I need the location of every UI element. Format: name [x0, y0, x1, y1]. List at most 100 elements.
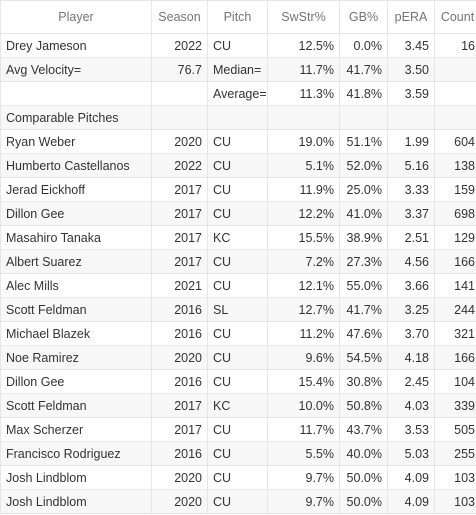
cell-count: 159 [434, 177, 476, 202]
table-row: Francisco Rodriguez 2016 CU 5.5% 40.0% 5.03 25… [0, 441, 476, 466]
cell-pera: 3.50 [387, 57, 435, 82]
summary-row: Drey Jameson 2022 CU 12.5% 0.0% 3.45 16 [0, 33, 476, 58]
cell-player [0, 81, 152, 106]
cell-season [151, 81, 208, 106]
table-row: Josh Lindblom 2020 CU 9.7% 50.0% 4.09 103 [0, 465, 476, 490]
cell-season: 2017 [151, 201, 208, 226]
table-row: Ryan Weber 2020 CU 19.0% 51.1% 1.99 604 [0, 129, 476, 154]
cell-count: 244 [434, 297, 476, 322]
cell-swstr: 12.5% [267, 33, 340, 58]
cell-player: Humberto Castellanos [0, 153, 152, 178]
table-row: Scott Feldman 2016 SL 12.7% 41.7% 3.25 244 [0, 297, 476, 322]
cell-season: 2022 [151, 33, 208, 58]
cell-player: Avg Velocity= [0, 57, 152, 82]
cell-pera: 4.56 [387, 249, 435, 274]
table-row: Humberto Castellanos 2022 CU 5.1% 52.0% 5.16 1… [0, 153, 476, 178]
cell-count: 166 [434, 249, 476, 274]
cell-gb: 30.8% [339, 369, 388, 394]
cell-swstr: 9.7% [267, 465, 340, 490]
cell-season: 2020 [151, 345, 208, 370]
column-header-pera[interactable]: pERA [387, 0, 435, 34]
summary-row: Avg Velocity= 76.7 Median= 11.7% 41.7% 3.50 [0, 57, 476, 82]
cell-player: Noe Ramirez [0, 345, 152, 370]
cell-player: Alec Mills [0, 273, 152, 298]
cell-swstr: 12.2% [267, 201, 340, 226]
cell-gb: 41.0% [339, 201, 388, 226]
cell-count: 505 [434, 417, 476, 442]
cell-season: 2017 [151, 225, 208, 250]
cell-season: 2017 [151, 417, 208, 442]
cell-season: 2016 [151, 441, 208, 466]
cell-pitch: CU [207, 129, 268, 154]
cell-pera [387, 105, 435, 130]
cell-swstr: 11.9% [267, 177, 340, 202]
column-header-count[interactable]: Count [434, 0, 476, 34]
cell-player: Dillon Gee [0, 201, 152, 226]
cell-count: 698 [434, 201, 476, 226]
cell-pera: 4.09 [387, 489, 435, 514]
cell-pitch: CU [207, 417, 268, 442]
cell-pitch: SL [207, 297, 268, 322]
cell-count: 255 [434, 441, 476, 466]
cell-gb: 50.0% [339, 489, 388, 514]
cell-pitch: CU [207, 369, 268, 394]
cell-swstr: 11.3% [267, 81, 340, 106]
cell-player: Scott Feldman [0, 393, 152, 418]
cell-swstr: 9.6% [267, 345, 340, 370]
cell-pera: 3.70 [387, 321, 435, 346]
cell-season: 2016 [151, 297, 208, 322]
cell-count: 103 [434, 465, 476, 490]
table-row: Jerad Eickhoff 2017 CU 11.9% 25.0% 3.33 159 [0, 177, 476, 202]
cell-pitch: CU [207, 489, 268, 514]
cell-count: 339 [434, 393, 476, 418]
cell-gb: 25.0% [339, 177, 388, 202]
column-header-player[interactable]: Player [0, 0, 152, 34]
cell-gb: 50.0% [339, 465, 388, 490]
cell-count [434, 105, 476, 130]
table-row: Dillon Gee 2016 CU 15.4% 30.8% 2.45 104 [0, 369, 476, 394]
cell-season: 2022 [151, 153, 208, 178]
column-header-swstr[interactable]: SwStr% [267, 0, 340, 34]
cell-swstr: 5.1% [267, 153, 340, 178]
cell-pera: 3.33 [387, 177, 435, 202]
table-row: Michael Blazek 2016 CU 11.2% 47.6% 3.70 321 [0, 321, 476, 346]
cell-swstr: 11.7% [267, 57, 340, 82]
cell-pitch: CU [207, 345, 268, 370]
cell-season: 2016 [151, 321, 208, 346]
cell-pitch: CU [207, 321, 268, 346]
cell-swstr: 12.1% [267, 273, 340, 298]
cell-player: Josh Lindblom [0, 465, 152, 490]
cell-season: 2021 [151, 273, 208, 298]
cell-gb [339, 105, 388, 130]
cell-pitch: CU [207, 249, 268, 274]
cell-swstr: 9.7% [267, 489, 340, 514]
column-header-gb[interactable]: GB% [339, 0, 388, 34]
cell-pitch: CU [207, 33, 268, 58]
cell-swstr: 19.0% [267, 129, 340, 154]
cell-player: Albert Suarez [0, 249, 152, 274]
cell-count: 321 [434, 321, 476, 346]
table-header: Player Season Pitch SwStr% GB% pERA Coun… [0, 0, 476, 34]
table-row: Dillon Gee 2017 CU 12.2% 41.0% 3.37 698 [0, 201, 476, 226]
cell-player: Josh Lindblom [0, 489, 152, 514]
column-header-pitch[interactable]: Pitch [207, 0, 268, 34]
table-row: Noe Ramirez 2020 CU 9.6% 54.5% 4.18 166 [0, 345, 476, 370]
cell-gb: 38.9% [339, 225, 388, 250]
cell-pitch: Median= [207, 57, 268, 82]
cell-gb: 52.0% [339, 153, 388, 178]
cell-player: Michael Blazek [0, 321, 152, 346]
cell-player: Jerad Eickhoff [0, 177, 152, 202]
table-row: Josh Lindblom 2020 CU 9.7% 50.0% 4.09 103 [0, 489, 476, 514]
cell-pera: 4.09 [387, 465, 435, 490]
cell-pera: 4.18 [387, 345, 435, 370]
column-header-season[interactable]: Season [151, 0, 208, 34]
table-body: Drey Jameson 2022 CU 12.5% 0.0% 3.45 16 Avg Vel… [0, 33, 476, 514]
cell-gb: 47.6% [339, 321, 388, 346]
cell-count: 16 [434, 33, 476, 58]
cell-player: Scott Feldman [0, 297, 152, 322]
cell-player: Masahiro Tanaka [0, 225, 152, 250]
cell-gb: 41.8% [339, 81, 388, 106]
cell-season: 2017 [151, 249, 208, 274]
cell-player: Comparable Pitches [0, 105, 152, 130]
